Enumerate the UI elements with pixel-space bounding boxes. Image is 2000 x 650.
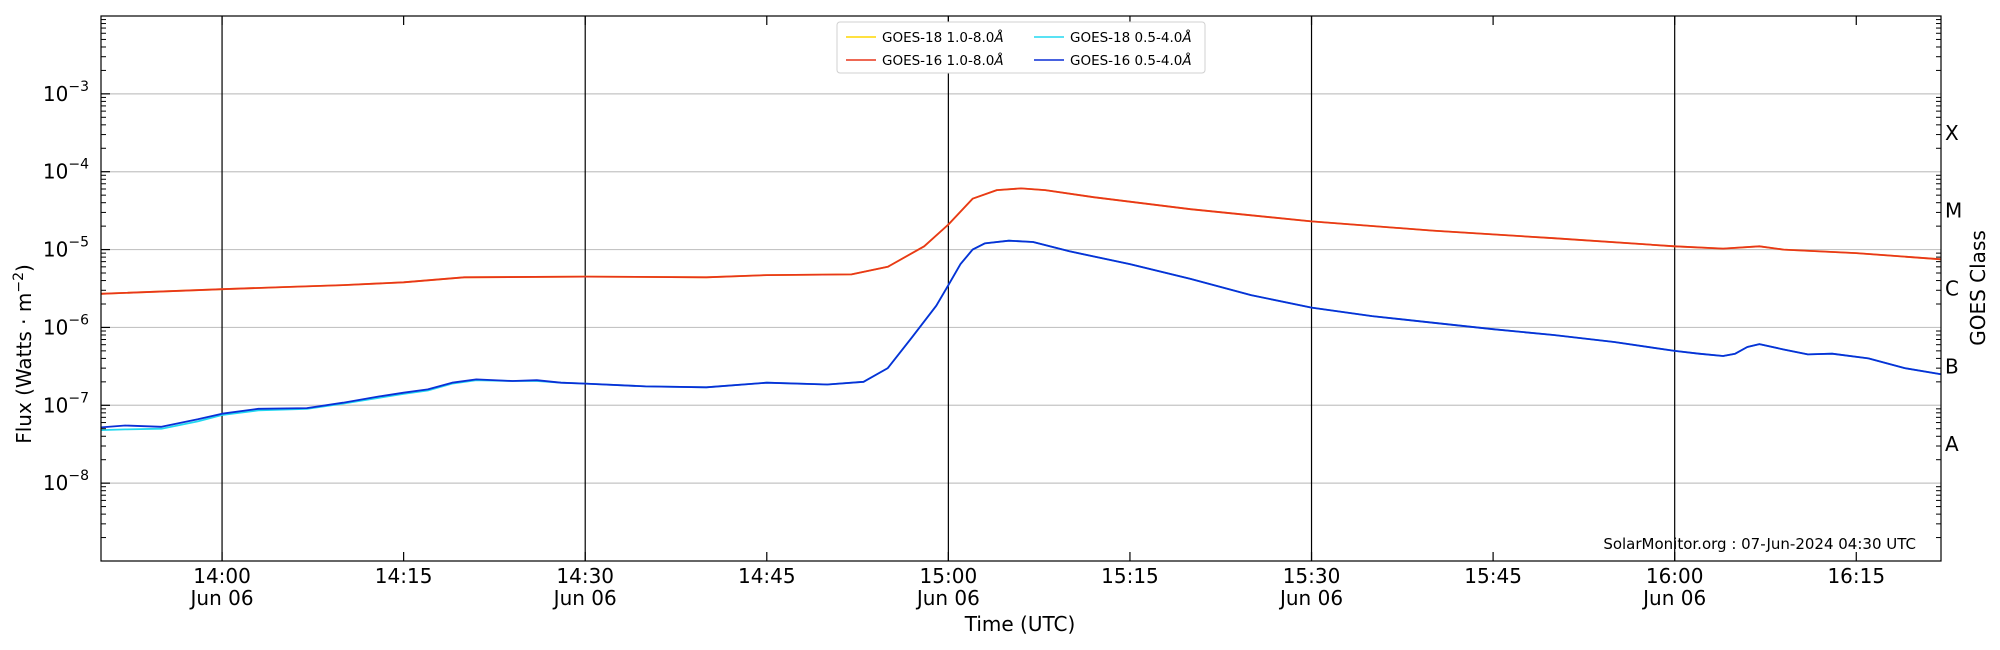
x-tick-label: 15:30: [1283, 564, 1341, 588]
legend-label: GOES-18 0.5-4.0Å: [1070, 29, 1192, 46]
x-tick-label: 14:45: [738, 564, 796, 588]
goes-class-label: A: [1945, 432, 1959, 456]
goes-class-label: X: [1945, 121, 1959, 145]
x-tick-sublabel: Jun 06: [915, 586, 980, 610]
x-tick-sublabel: Jun 06: [1278, 586, 1343, 610]
y-tick-label: 10−7: [43, 390, 89, 417]
axis-ticks: [101, 16, 1941, 561]
y-tick-label: 10−6: [43, 312, 89, 339]
legend-label: GOES-18 1.0-8.0Å: [882, 29, 1004, 46]
grid-lines: [101, 93, 1941, 484]
legend-label: GOES-16 0.5-4.0Å: [1070, 52, 1192, 69]
y-tick-label: 10−4: [43, 157, 89, 184]
goes-class-label: C: [1945, 277, 1959, 301]
goes-class-label: M: [1945, 199, 1962, 223]
y-tick-labels: 10−8 10−7 10−6 10−5 10−4 10−3: [43, 79, 89, 495]
x-tick-label: 16:15: [1827, 564, 1885, 588]
series-line: [100, 239, 1942, 429]
legend-box: [836, 21, 1206, 74]
x-tick-label: 16:00: [1646, 564, 1704, 588]
x-tick-sublabel: Jun 06: [189, 586, 254, 610]
legend: GOES-18 1.0-8.0Å GOES-16 1.0-8.0Å GOES-18 …: [836, 21, 1206, 74]
y-tick-label: 10−3: [43, 79, 89, 106]
x-tick-sublabel: Jun 06: [552, 586, 617, 610]
goes-class-label: B: [1945, 354, 1959, 378]
credit-text: SolarMonitor.org : 07-Jun-2024 04:30 UTC: [1603, 535, 1916, 553]
x-tick-label: 14:15: [375, 564, 433, 588]
plot-series: [100, 187, 1942, 431]
plot-frame: [100, 15, 1942, 562]
goes-class-axis-title: GOES Class: [1966, 230, 1990, 346]
x-tick-label: 15:15: [1101, 564, 1159, 588]
legend-label: GOES-16 1.0-8.0Å: [882, 52, 1004, 69]
x-tick-label: 14:00: [193, 564, 251, 588]
goes-class-labels: A B C M X: [1945, 121, 1962, 456]
x-tick-label: 14:30: [556, 564, 614, 588]
x-tick-sublabel: Jun 06: [1641, 586, 1706, 610]
y-tick-label: 10−8: [43, 468, 89, 495]
y-tick-label: 10−5: [43, 235, 89, 262]
x-tick-label: 15:45: [1464, 564, 1522, 588]
x-tick-label: 15:00: [920, 564, 978, 588]
day-marker-lines: [221, 16, 1676, 561]
series-line: [100, 187, 1942, 295]
x-axis-title: Time (UTC): [964, 612, 1076, 636]
y-axis-title: Flux (Watts · m−2): [11, 264, 36, 444]
